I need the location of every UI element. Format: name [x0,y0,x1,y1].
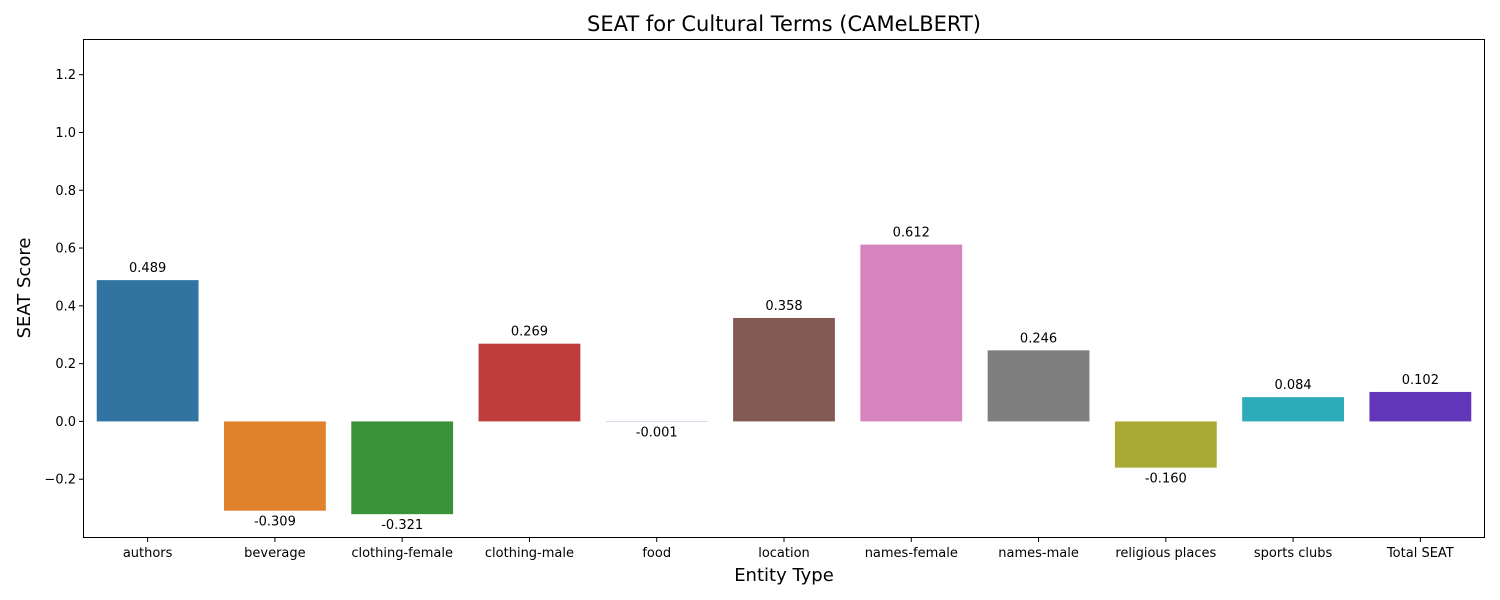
data-label-authors: 0.489 [129,261,166,276]
bar-total-seat [1369,391,1472,422]
x-tick-label-clothing-male: clothing-male [485,546,574,561]
data-label-food: -0.001 [636,426,678,441]
data-label-beverage: -0.309 [254,515,296,530]
data-label-names-female: 0.612 [893,226,930,241]
x-tick-label-beverage: beverage [244,546,306,561]
data-label-total-seat: 0.102 [1402,373,1439,388]
x-tick-label-authors: authors [123,546,173,561]
y-tick-label: 0.2 [55,357,76,372]
bar-clothing-male [478,343,581,422]
chart-title: SEAT for Cultural Terms (CAMeLBERT) [587,12,981,36]
y-tick-label: 1.0 [55,126,76,141]
bar-authors [96,280,199,422]
data-label-location: 0.358 [765,299,802,314]
bars-layer [96,244,1472,515]
x-tick-label-total-seat: Total SEAT [1386,546,1454,561]
x-tick-label-names-male: names-male [998,546,1079,561]
bar-beverage [224,421,326,511]
bar-sports-clubs [1242,397,1344,422]
x-tick-label-names-female: names-female [865,546,958,561]
x-tick-label-religious-places: religious places [1115,546,1216,561]
x-axis-title: Entity Type [734,565,834,586]
y-axis: −0.2 0.0 0.2 0.4 0.6 0.8 1.0 1.2 [44,68,84,488]
bar-location [733,317,835,422]
bar-religious-places [1114,421,1217,468]
x-tick-label-location: location [758,546,810,561]
plot-area: 0.489 -0.309 -0.321 0.269 -0.001 0.358 0.612 0.… [83,39,1485,538]
data-label-sports-clubs: 0.084 [1274,378,1311,393]
x-tick-label-food: food [642,546,671,561]
data-label-names-male: 0.246 [1020,331,1057,346]
bar-names-female [860,244,963,422]
y-tick-label: 0.4 [55,299,76,314]
y-tick-label: 1.2 [55,68,76,83]
bar-names-male [987,350,1090,422]
x-axis: authors beverage clothing-female clothing-m… [123,537,1454,561]
data-labels-layer: 0.489 -0.309 -0.321 0.269 -0.001 0.358 0.612 0.… [129,226,1439,534]
x-tick-label-sports-clubs: sports clubs [1254,546,1333,561]
y-axis-title: SEAT Score [14,238,35,339]
y-tick-label: 0.0 [55,415,76,430]
data-label-clothing-female: -0.321 [381,518,423,533]
data-label-clothing-male: 0.269 [511,325,548,340]
y-tick-label: 0.6 [55,242,76,257]
bar-clothing-female [351,421,454,515]
x-tick-label-clothing-female: clothing-female [351,546,453,561]
data-label-religious-places: -0.160 [1145,472,1187,487]
y-tick-label: 0.8 [55,184,76,199]
y-tick-label: −0.2 [44,473,76,488]
